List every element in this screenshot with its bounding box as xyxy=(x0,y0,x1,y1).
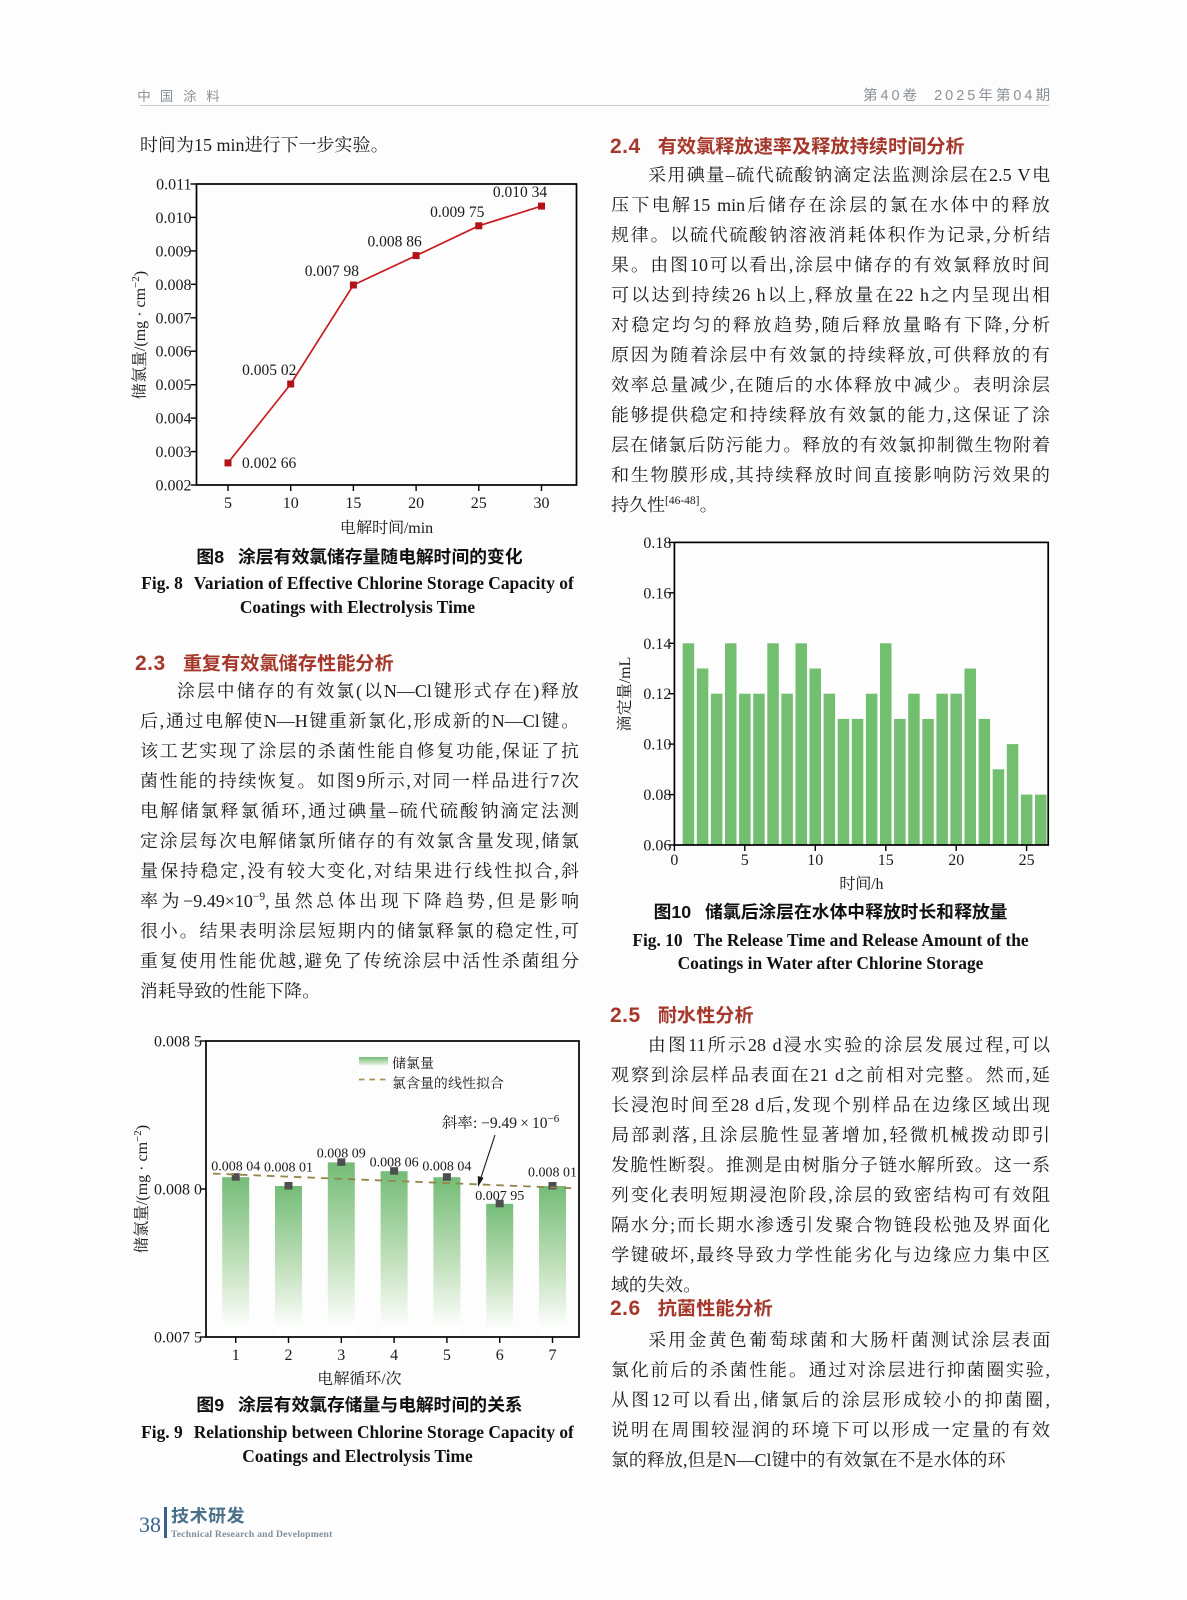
svg-text:电解时间/min: 电解时间/min xyxy=(340,519,433,537)
svg-text:30: 30 xyxy=(534,495,550,512)
svg-text:3: 3 xyxy=(337,1347,345,1364)
svg-text:10: 10 xyxy=(283,495,299,512)
svg-text:4: 4 xyxy=(390,1347,398,1364)
svg-text:0.008 86: 0.008 86 xyxy=(367,234,422,251)
svg-text:10: 10 xyxy=(807,852,823,869)
svg-text:0.008 01: 0.008 01 xyxy=(528,1165,577,1180)
svg-text:0.005: 0.005 xyxy=(156,377,192,394)
svg-text:7: 7 xyxy=(549,1347,557,1364)
svg-text:0.008 06: 0.008 06 xyxy=(370,1156,419,1171)
svg-text:0.007 95: 0.007 95 xyxy=(475,1189,524,1204)
svg-text:时间/h: 时间/h xyxy=(839,875,883,893)
svg-text:0.007: 0.007 xyxy=(156,310,192,327)
svg-text:储氯量/(mg · cm−2): 储氯量/(mg · cm−2) xyxy=(130,271,149,399)
svg-text:0.003: 0.003 xyxy=(156,444,192,461)
svg-text:0.008 09: 0.008 09 xyxy=(317,1147,366,1162)
svg-text:储氯量/(mg · cm−2): 储氯量/(mg · cm−2) xyxy=(132,1125,151,1253)
svg-text:0.06: 0.06 xyxy=(643,838,671,855)
svg-text:0.008 04: 0.008 04 xyxy=(422,1160,471,1175)
svg-text:0.08: 0.08 xyxy=(643,787,671,804)
svg-text:0.010: 0.010 xyxy=(156,210,192,227)
svg-text:氯含量的线性拟合: 氯含量的线性拟合 xyxy=(392,1076,504,1092)
svg-text:0.12: 0.12 xyxy=(643,686,671,703)
svg-text:15: 15 xyxy=(878,852,894,869)
svg-text:0.009: 0.009 xyxy=(156,243,192,260)
svg-text:0.10: 0.10 xyxy=(643,737,671,754)
svg-text:20: 20 xyxy=(408,495,424,512)
svg-text:0.009 75: 0.009 75 xyxy=(430,204,485,221)
svg-text:20: 20 xyxy=(948,852,964,869)
svg-text:0.008 0: 0.008 0 xyxy=(154,1182,202,1199)
svg-text:0.005 02: 0.005 02 xyxy=(242,362,296,379)
svg-text:0.004: 0.004 xyxy=(156,411,192,428)
svg-text:储氯量: 储氯量 xyxy=(392,1056,434,1072)
svg-text:0.002 66: 0.002 66 xyxy=(242,455,297,472)
svg-text:0.006: 0.006 xyxy=(156,344,192,361)
svg-text:0.18: 0.18 xyxy=(643,535,671,552)
svg-text:滴定量/mL: 滴定量/mL xyxy=(616,657,634,732)
svg-text:0.007 5: 0.007 5 xyxy=(154,1330,202,1347)
svg-text:0.008 5: 0.008 5 xyxy=(154,1034,202,1051)
svg-text:5: 5 xyxy=(443,1347,451,1364)
svg-text:0.010 34: 0.010 34 xyxy=(493,184,548,201)
svg-text:0.007 98: 0.007 98 xyxy=(305,263,360,280)
svg-text:15: 15 xyxy=(345,495,361,512)
svg-text:1: 1 xyxy=(232,1347,240,1364)
svg-text:25: 25 xyxy=(1019,852,1035,869)
svg-text:0.008 04: 0.008 04 xyxy=(211,1160,260,1175)
svg-text:0.008 01: 0.008 01 xyxy=(264,1161,313,1176)
svg-text:0.002: 0.002 xyxy=(156,478,192,495)
svg-text:0.16: 0.16 xyxy=(643,585,671,602)
svg-text:5: 5 xyxy=(224,495,232,512)
svg-text:0.14: 0.14 xyxy=(643,636,671,653)
svg-text:0.011: 0.011 xyxy=(156,177,191,194)
svg-text:6: 6 xyxy=(496,1347,504,1364)
svg-text:0: 0 xyxy=(670,852,678,869)
svg-text:25: 25 xyxy=(471,495,487,512)
svg-text:5: 5 xyxy=(741,852,749,869)
svg-text:斜率: −9.49 × 10−6: 斜率: −9.49 × 10−6 xyxy=(442,1113,560,1132)
svg-text:0.008: 0.008 xyxy=(156,277,192,294)
svg-text:2: 2 xyxy=(285,1347,293,1364)
